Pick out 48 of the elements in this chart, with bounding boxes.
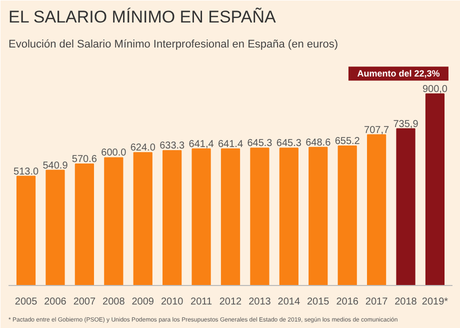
data-label: 707,7	[364, 124, 390, 136]
bar	[338, 145, 357, 286]
x-tick-label: 2014	[278, 296, 300, 308]
bar	[396, 128, 416, 286]
x-tick-label: 2015	[307, 296, 330, 308]
x-tick-label: 2006	[44, 296, 67, 308]
data-label: 641,4	[188, 138, 214, 150]
data-label: 735,9	[393, 118, 419, 130]
bar	[192, 148, 211, 286]
data-label: 570.6	[72, 154, 98, 165]
data-label: 645.3	[247, 138, 273, 150]
x-tick-label: 2008	[102, 296, 126, 308]
data-label: 648.6	[306, 137, 332, 148]
bar	[279, 148, 298, 286]
bar	[46, 170, 65, 286]
data-label: 624.0	[130, 142, 156, 154]
data-label: 641.4	[218, 138, 244, 150]
bar	[366, 134, 386, 286]
data-label: 600.0	[101, 148, 127, 159]
bar	[162, 150, 182, 286]
bar	[133, 152, 152, 286]
x-tick-label: 2005	[14, 296, 38, 308]
data-label: 645.3	[276, 138, 302, 150]
x-tick-label: 2019*	[422, 296, 448, 308]
x-tick-label: 2010	[160, 296, 184, 308]
x-tick-label: 2016	[336, 296, 359, 308]
chart-subtitle: Evolución del Salario Mínimo Interprofesional en España (en euros)	[8, 38, 338, 50]
x-tick-label: 2009	[132, 296, 154, 308]
bar	[220, 148, 240, 286]
bar	[425, 93, 445, 286]
data-label: 540.9	[42, 160, 68, 172]
bar	[250, 148, 270, 286]
x-tick-label: 2018	[394, 296, 418, 308]
bar	[308, 146, 328, 286]
x-tick-label: 2011	[190, 296, 212, 308]
data-label: 513.0	[14, 166, 39, 178]
data-label: 900,0	[422, 84, 448, 95]
x-tick-label: 2012	[219, 296, 242, 308]
x-tick-label: 2017	[365, 296, 388, 308]
bar	[16, 176, 36, 286]
bar	[104, 157, 124, 286]
bar	[74, 163, 94, 286]
x-tick-label: 2013	[248, 296, 272, 308]
data-label: 655.2	[334, 136, 360, 147]
annotation: Aumento del 22,3%	[357, 68, 440, 79]
x-tick-label: 2007	[73, 296, 96, 308]
chart-title: EL SALARIO MÍNIMO EN ESPAÑA	[8, 8, 277, 26]
data-label: 633.3	[160, 140, 186, 152]
